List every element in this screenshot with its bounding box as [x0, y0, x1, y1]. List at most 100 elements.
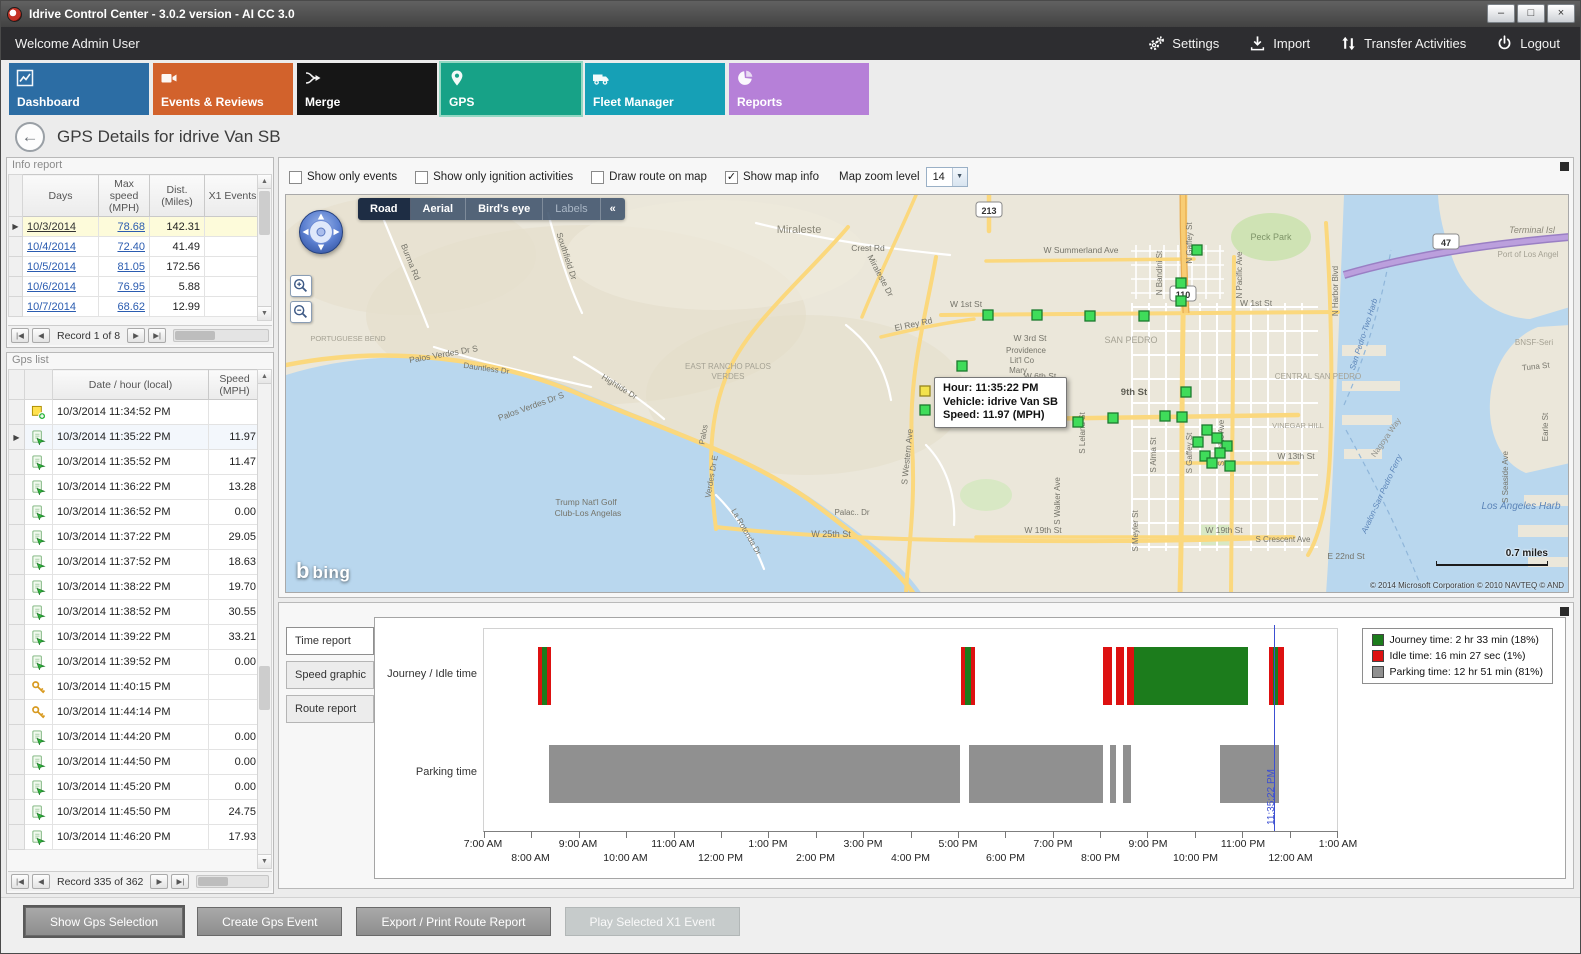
- gps-list-row[interactable]: 10/3/2014 11:38:52 PM 30.55: [8, 599, 261, 625]
- gps-list-row[interactable]: 10/3/2014 11:44:14 PM: [8, 699, 261, 725]
- max-speed-link[interactable]: 76.95: [117, 280, 145, 293]
- day-link[interactable]: 10/4/2014: [27, 240, 76, 253]
- nav-tile-merge[interactable]: Merge: [297, 63, 437, 115]
- gps-list-row[interactable]: 10/3/2014 11:37:22 PM 29.05: [8, 524, 261, 550]
- gps-marker[interactable]: [1175, 295, 1187, 307]
- gps-list-row[interactable]: 10/3/2014 11:46:20 PM 17.93: [8, 824, 261, 850]
- map-zoom-select[interactable]: 14 ▼: [925, 167, 968, 187]
- checkbox-box[interactable]: ✓: [724, 170, 738, 184]
- checkbox-box[interactable]: [415, 170, 429, 184]
- checkbox-box[interactable]: [289, 170, 302, 184]
- show-gps-selection-button[interactable]: Show Gps Selection: [25, 907, 184, 936]
- tab-speed-graphic[interactable]: Speed graphic: [286, 661, 374, 689]
- next-page-button[interactable]: ▶: [150, 874, 169, 889]
- gps-marker[interactable]: [956, 360, 968, 372]
- day-link[interactable]: 10/3/2014: [27, 220, 76, 233]
- gps-marker[interactable]: [1211, 432, 1223, 444]
- gps-marker[interactable]: [1031, 309, 1043, 321]
- nav-tile-gps[interactable]: GPS: [439, 61, 583, 117]
- selected-gps-marker[interactable]: [919, 385, 931, 397]
- checkbox-box[interactable]: [591, 170, 605, 184]
- gps-list-row[interactable]: 10/3/2014 11:38:22 PM 19.70: [8, 574, 261, 600]
- maximize-button[interactable]: □: [1517, 4, 1545, 23]
- tab-route-report[interactable]: Route report: [286, 695, 374, 723]
- bing-map[interactable]: 213 110 47 Miraleste Peck Park W Summerland …: [286, 195, 1569, 593]
- prev-page-button[interactable]: ◀: [32, 874, 50, 889]
- map-type-bird-s-eye[interactable]: Bird's eye: [466, 198, 544, 220]
- next-page-button[interactable]: ▶: [127, 328, 146, 343]
- day-link[interactable]: 10/5/2014: [27, 260, 76, 273]
- minimize-button[interactable]: –: [1487, 4, 1515, 23]
- max-speed-link[interactable]: 72.40: [117, 240, 145, 253]
- nav-tile-events-reviews[interactable]: Events & Reviews: [153, 63, 293, 115]
- gps-marker[interactable]: [1199, 450, 1211, 462]
- gps-marker[interactable]: [1214, 447, 1226, 459]
- map-zoom-in-button[interactable]: [290, 275, 312, 297]
- last-page-button[interactable]: ▶|: [171, 874, 190, 889]
- prev-page-button[interactable]: ◀: [32, 328, 50, 343]
- gps-marker[interactable]: [982, 309, 994, 321]
- scroll-down-icon[interactable]: ▼: [258, 306, 271, 320]
- export-print-route-report-button[interactable]: Export / Print Route Report: [356, 907, 551, 936]
- gps-marker[interactable]: [1191, 244, 1203, 256]
- scroll-thumb[interactable]: [198, 877, 229, 886]
- gps-marker[interactable]: [1175, 277, 1187, 289]
- gps-list-row[interactable]: 10/3/2014 11:44:20 PM 0.00: [8, 724, 261, 750]
- gps-list-row[interactable]: 10/3/2014 11:45:50 PM 24.75: [8, 799, 261, 825]
- gps-list-row[interactable]: 10/3/2014 11:36:52 PM 0.00: [8, 499, 261, 525]
- info-report-row[interactable]: 10/6/2014 76.95 5.88: [8, 276, 261, 297]
- gps-marker[interactable]: [1206, 457, 1218, 469]
- nav-tile-reports[interactable]: Reports: [729, 63, 869, 115]
- gps-marker[interactable]: [1138, 310, 1150, 322]
- info-report-row[interactable]: ▶ 10/3/2014 78.68 142.31: [8, 216, 261, 237]
- horizontal-scrollbar[interactable]: [196, 875, 269, 888]
- gps-marker[interactable]: [1159, 410, 1171, 422]
- max-speed-link[interactable]: 78.68: [117, 220, 145, 233]
- column-header-days[interactable]: Days: [22, 174, 99, 217]
- column-header-date-hour-local[interactable]: Date / hour (local): [52, 369, 209, 400]
- map-bar-collapse-icon[interactable]: «: [609, 203, 616, 215]
- menubar-logout[interactable]: Logout: [1496, 35, 1560, 52]
- gps-list-row[interactable]: 10/3/2014 11:35:52 PM 11.47: [8, 449, 261, 475]
- map-type-road[interactable]: Road: [358, 198, 411, 220]
- day-link[interactable]: 10/7/2014: [27, 300, 76, 313]
- column-header-max-speed-mph[interactable]: Max speed (MPH): [98, 174, 150, 217]
- first-page-button[interactable]: |◀: [11, 328, 29, 343]
- menubar-import[interactable]: Import: [1249, 35, 1310, 52]
- last-page-button[interactable]: ▶|: [148, 328, 167, 343]
- max-speed-link[interactable]: 81.05: [117, 260, 145, 273]
- gps-list-row[interactable]: 10/3/2014 11:39:52 PM 0.00: [8, 649, 261, 675]
- vertical-scrollbar[interactable]: ▲ ▼: [257, 174, 272, 321]
- gps-list-row[interactable]: 10/3/2014 11:37:52 PM 18.63: [8, 549, 261, 575]
- gps-list-row[interactable]: 10/3/2014 11:45:20 PM 0.00: [8, 774, 261, 800]
- gps-marker[interactable]: [1072, 416, 1084, 428]
- column-header-dist-miles[interactable]: Dist. (Miles): [149, 174, 205, 217]
- scroll-thumb[interactable]: [259, 666, 270, 710]
- scroll-track[interactable]: [258, 189, 271, 306]
- gps-list-row[interactable]: 10/3/2014 11:39:22 PM 33.21: [8, 624, 261, 650]
- nav-tile-dashboard[interactable]: Dashboard: [9, 63, 149, 115]
- map-zoom-out-button[interactable]: [290, 301, 312, 323]
- info-report-row[interactable]: 10/4/2014 72.40 41.49: [8, 236, 261, 257]
- first-page-button[interactable]: |◀: [11, 874, 29, 889]
- gps-list-row[interactable]: 10/3/2014 11:40:15 PM: [8, 674, 261, 700]
- scroll-thumb[interactable]: [175, 331, 215, 340]
- scroll-up-icon[interactable]: ▲: [258, 175, 271, 189]
- map-type-labels[interactable]: Labels: [543, 198, 601, 220]
- create-gps-event-button[interactable]: Create Gps Event: [197, 907, 343, 936]
- day-link[interactable]: 10/6/2014: [27, 280, 76, 293]
- nav-tile-fleet-manager[interactable]: Fleet Manager: [585, 63, 725, 115]
- gps-list-row[interactable]: ▶ 10/3/2014 11:35:22 PM 11.97: [8, 424, 261, 450]
- gps-list-row[interactable]: 10/3/2014 11:34:52 PM: [8, 399, 261, 425]
- info-report-row[interactable]: 10/7/2014 68.62 12.99: [8, 296, 261, 317]
- scroll-track[interactable]: [258, 384, 271, 854]
- max-speed-link[interactable]: 68.62: [117, 300, 145, 313]
- vertical-scrollbar[interactable]: ▲ ▼: [257, 369, 272, 869]
- panel-options-button[interactable]: [1560, 607, 1569, 616]
- gps-marker[interactable]: [919, 404, 931, 416]
- menubar-settings[interactable]: Settings: [1148, 35, 1219, 52]
- gps-list-row[interactable]: 10/3/2014 11:36:22 PM 13.28: [8, 474, 261, 500]
- gps-marker[interactable]: [1224, 460, 1236, 472]
- column-header-speed-mph[interactable]: Speed (MPH): [208, 369, 261, 400]
- scroll-thumb[interactable]: [259, 191, 270, 235]
